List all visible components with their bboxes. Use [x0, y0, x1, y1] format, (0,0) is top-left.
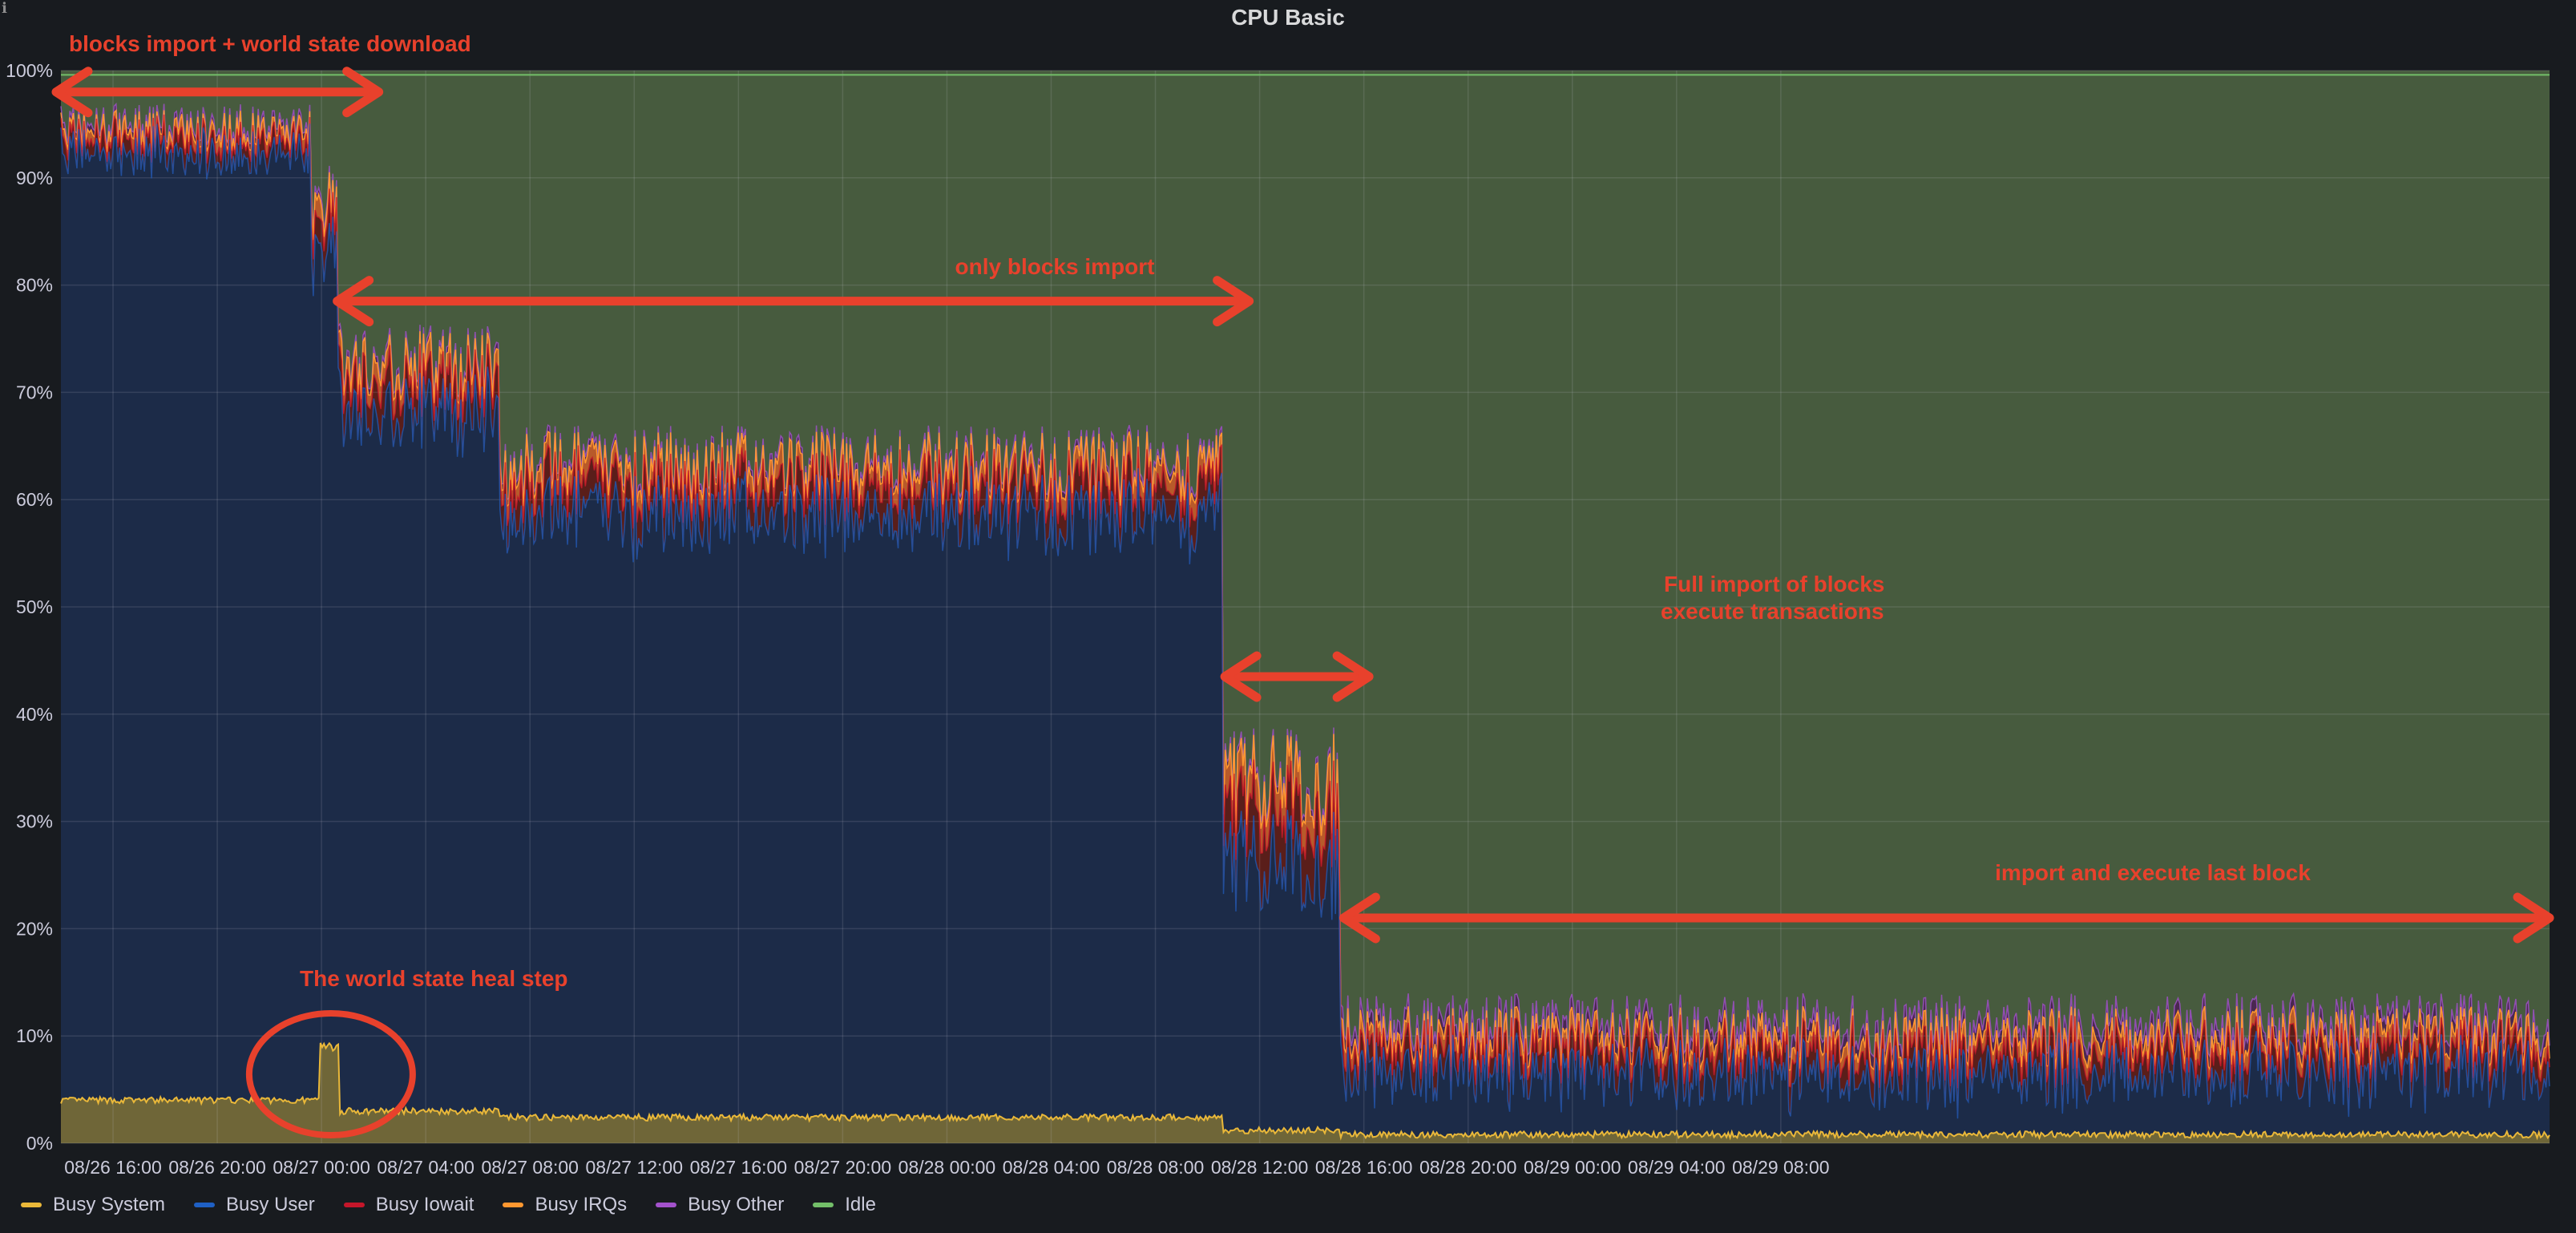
annotation-label-world-state-download: blocks import + world state download	[69, 31, 471, 56]
y-tick-label: 30%	[16, 811, 53, 832]
legend-item-busy-user[interactable]: Busy User	[194, 1194, 315, 1216]
series-busy-user-area	[61, 123, 2550, 1144]
annotation-label-execute-transactions: execute transactions	[1661, 599, 1884, 624]
series-busy-iowait-line	[60, 114, 2550, 1089]
y-tick-label: 20%	[16, 918, 53, 939]
annotation-label-last-block: import and execute last block	[1995, 860, 2311, 885]
legend-label: Busy IRQs	[535, 1194, 628, 1215]
y-tick-label: 0%	[26, 1133, 53, 1154]
y-tick-label: 80%	[16, 275, 53, 296]
x-tick-label: 08/27 16:00	[690, 1157, 788, 1178]
x-tick-label: 08/28 16:00	[1315, 1157, 1413, 1178]
legend-swatch	[813, 1203, 834, 1207]
x-tick-label: 08/27 08:00	[481, 1157, 579, 1178]
x-tick-label: 08/28 04:00	[1003, 1157, 1100, 1178]
x-tick-label: 08/27 04:00	[377, 1157, 474, 1178]
annotation-arrow-world-state-download	[51, 67, 384, 118]
x-tick-label: 08/27 00:00	[273, 1157, 370, 1178]
x-tick-label: 08/29 08:00	[1732, 1157, 1830, 1178]
x-tick-label: 08/29 00:00	[1524, 1157, 1621, 1178]
y-tick-label: 70%	[16, 382, 53, 402]
legend-label: Busy Other	[688, 1194, 785, 1215]
annotation-arrow-last-block	[1338, 892, 2554, 944]
legend-swatch	[21, 1203, 42, 1207]
legend-item-busy-other[interactable]: Busy Other	[656, 1194, 784, 1216]
x-tick-label: 08/26 20:00	[168, 1157, 266, 1178]
series-busy-user-line	[60, 123, 2550, 1119]
legend-label: Busy User	[226, 1194, 315, 1215]
series-busy-system-area	[61, 1042, 2550, 1143]
x-tick-label: 08/28 20:00	[1419, 1157, 1517, 1178]
x-tick-label: 08/28 12:00	[1211, 1157, 1309, 1178]
legend-item-idle[interactable]: Idle	[813, 1194, 876, 1216]
legend-label: Idle	[845, 1194, 876, 1215]
legend-item-busy-iowait[interactable]: Busy Iowait	[343, 1194, 474, 1216]
x-tick-label: 08/26 16:00	[64, 1157, 162, 1178]
annotation-arrow-only-blocks-import	[333, 276, 1254, 327]
info-icon[interactable]: ℹ	[2, 0, 7, 17]
annotation-label-only-blocks-import: only blocks import	[955, 254, 1155, 279]
legend-item-busy-system[interactable]: Busy System	[21, 1194, 165, 1216]
annotation-label-full-import: Full import of blocks	[1664, 572, 1884, 596]
x-tick-label: 08/28 08:00	[1107, 1157, 1205, 1178]
legend-label: Busy System	[53, 1194, 166, 1215]
x-tick-label: 08/28 00:00	[898, 1157, 996, 1178]
annotation-arrow-full-import	[1220, 651, 1374, 702]
y-tick-label: 60%	[16, 489, 53, 510]
series-busy-system-line	[60, 1041, 2550, 1141]
series-busy-irqs-line	[60, 108, 2550, 1072]
panel-title: CPU Basic	[1231, 5, 1345, 30]
x-tick-label: 08/29 04:00	[1628, 1157, 1726, 1178]
y-tick-label: 40%	[16, 704, 53, 725]
y-tick-label: 90%	[16, 168, 53, 188]
legend-swatch	[656, 1203, 677, 1207]
legend-item-busy-irqs[interactable]: Busy IRQs	[503, 1194, 627, 1216]
legend-swatch	[503, 1203, 524, 1207]
annotation-circle-heal-step	[245, 1010, 416, 1138]
y-tick-label: 50%	[16, 596, 53, 617]
annotation-label-heal-step: The world state heal step	[300, 966, 568, 991]
legend-swatch	[343, 1203, 365, 1207]
legend: Busy System Busy User Busy Iowait Busy IRQs…	[21, 1191, 905, 1219]
legend-swatch	[194, 1203, 216, 1207]
x-tick-label: 08/27 12:00	[586, 1157, 684, 1178]
legend-label: Busy Iowait	[375, 1194, 474, 1215]
x-tick-label: 08/27 20:00	[794, 1157, 892, 1178]
y-tick-label: 100%	[6, 60, 53, 81]
y-tick-label: 10%	[16, 1025, 53, 1046]
